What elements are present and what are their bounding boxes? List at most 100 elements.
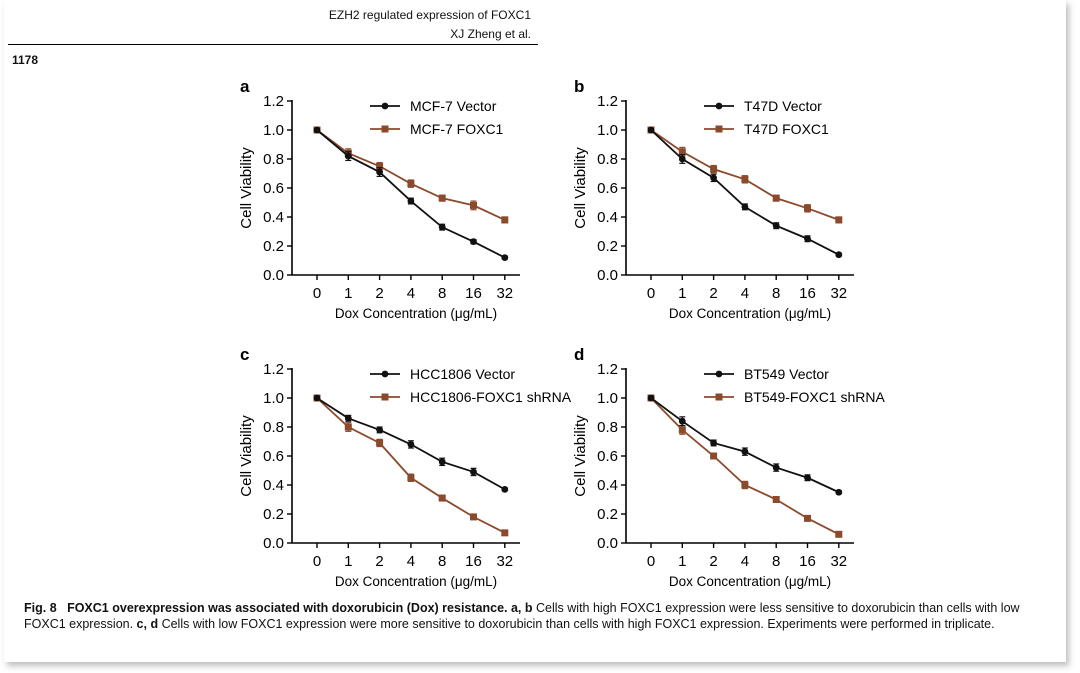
y-tick-label: 0.0	[597, 535, 618, 552]
x-tick-label: 0	[647, 553, 655, 570]
y-tick-label: 1.2	[263, 361, 284, 378]
legend-marker-treatment	[381, 125, 389, 133]
y-tick-label: 0.0	[597, 267, 618, 284]
data-point-vector	[313, 394, 321, 402]
document-page: EZH2 regulated expression of FOXC1 XJ Zh…	[4, 0, 1066, 662]
data-point-treatment	[678, 426, 686, 434]
caption-title: FOXC1 overexpression was associated with…	[67, 601, 508, 615]
legend-label-vector: BT549 Vector	[744, 366, 829, 382]
data-point-vector	[501, 485, 509, 493]
x-axis-label: Dox Concentration (μg/mL)	[335, 306, 497, 321]
chart-d: d 0.0 0.2 0.4 0.6 0.8 1.0 1.2 0 1 2 4 8 16 32 Dox Conce…	[572, 345, 885, 589]
x-tick-label: 1	[344, 285, 352, 302]
data-point-vector	[835, 251, 843, 259]
y-tick-label: 0.2	[597, 238, 618, 255]
y-tick-label: 0.8	[597, 419, 618, 436]
data-point-treatment	[678, 148, 686, 156]
data-point-vector	[741, 448, 749, 456]
x-tick-label: 16	[799, 553, 816, 570]
data-point-vector	[678, 155, 686, 163]
x-tick-label: 4	[741, 553, 749, 570]
y-tick-label: 1.0	[263, 390, 284, 407]
y-tick-label: 1.2	[597, 361, 618, 378]
data-point-vector	[772, 464, 780, 471]
data-point-treatment	[438, 194, 446, 202]
data-point-vector	[344, 152, 352, 160]
y-axis-label: Cell Viability	[238, 147, 255, 229]
figure-panel-a: a 0.0 0.2 0.4 0.6 0.8 1.0 1.2 0 1 2 4 8 16 32 Dox Conce…	[230, 72, 570, 322]
data-point-vector	[313, 126, 321, 134]
data-point-treatment	[344, 423, 352, 431]
y-tick-label: 0.8	[597, 151, 618, 168]
legend-label-vector: MCF-7 Vector	[410, 98, 497, 114]
y-tick-label: 0.6	[263, 448, 284, 465]
data-point-vector	[804, 474, 811, 482]
data-point-vector	[438, 458, 446, 466]
data-point-vector	[470, 238, 477, 246]
data-point-treatment	[376, 162, 384, 170]
data-point-vector	[710, 439, 717, 447]
y-axis-label: Cell Viability	[572, 415, 589, 497]
x-tick-label: 32	[496, 553, 513, 570]
x-tick-label: 0	[313, 285, 321, 302]
y-tick-label: 0.2	[263, 238, 284, 255]
y-tick-label: 0.6	[263, 180, 284, 197]
y-tick-label: 0.4	[597, 209, 618, 226]
data-point-treatment	[470, 513, 477, 521]
caption-part2-labels: c, d	[136, 617, 159, 631]
x-axis-label: Dox Concentration (μg/mL)	[669, 306, 831, 321]
x-tick-label: 0	[313, 553, 321, 570]
x-tick-label: 2	[709, 553, 717, 570]
y-tick-label: 0.4	[263, 209, 284, 226]
data-point-treatment	[407, 474, 415, 482]
data-point-treatment	[710, 452, 718, 460]
y-tick-label: 0.0	[263, 267, 284, 284]
y-tick-label: 1.0	[263, 122, 284, 139]
y-tick-label: 1.2	[263, 93, 284, 110]
legend-label-vector: HCC1806 Vector	[410, 366, 515, 382]
x-tick-label: 8	[772, 553, 780, 570]
y-tick-label: 1.2	[597, 93, 618, 110]
data-point-treatment	[772, 496, 780, 503]
y-tick-label: 0.8	[263, 419, 284, 436]
x-tick-label: 0	[647, 285, 655, 302]
y-axis-label: Cell Viability	[238, 415, 255, 497]
data-point-treatment	[407, 180, 415, 188]
chart-b: b 0.0 0.2 0.4 0.6 0.8 1.0 1.2 0 1 2 4 8 16 32 Dox Conce…	[572, 77, 854, 321]
x-tick-label: 2	[375, 285, 383, 302]
legend-label-treatment: T47D FOXC1	[744, 121, 829, 137]
legend-marker-vector	[715, 370, 723, 378]
running-title: EZH2 regulated expression of FOXC1	[328, 8, 531, 22]
x-tick-label: 4	[741, 285, 749, 302]
figure-panel-d: d 0.0 0.2 0.4 0.6 0.8 1.0 1.2 0 1 2 4 8 16 32 Dox Conce…	[564, 340, 904, 590]
data-point-treatment	[772, 194, 780, 202]
caption-fig-label: Fig. 8	[24, 601, 57, 615]
panel-letter: a	[240, 77, 250, 96]
y-tick-label: 0.6	[597, 448, 618, 465]
data-point-vector	[647, 126, 655, 134]
data-point-treatment	[741, 481, 749, 489]
chart-c: c 0.0 0.2 0.4 0.6 0.8 1.0 1.2 0 1 2 4 8 16 32 Dox Conce…	[238, 345, 572, 589]
x-tick-label: 2	[375, 553, 383, 570]
y-tick-label: 0.6	[597, 180, 618, 197]
data-point-vector	[407, 197, 415, 205]
data-point-treatment	[501, 529, 509, 537]
data-point-treatment	[804, 204, 811, 212]
caption-part1-text: Cells with high FOXC1 expression were le…	[24, 601, 1020, 631]
data-point-treatment	[835, 530, 843, 538]
x-tick-label: 4	[407, 285, 415, 302]
data-point-vector	[835, 488, 843, 496]
y-tick-label: 0.2	[263, 506, 284, 523]
x-tick-label: 32	[830, 553, 847, 570]
data-point-treatment	[835, 216, 843, 224]
x-tick-label: 1	[344, 553, 352, 570]
x-tick-label: 16	[799, 285, 816, 302]
data-point-vector	[647, 394, 655, 402]
data-point-treatment	[438, 494, 446, 502]
legend-label-treatment: MCF-7 FOXC1	[410, 121, 504, 137]
legend-marker-vector	[715, 102, 723, 110]
data-point-treatment	[710, 165, 718, 173]
data-point-vector	[678, 417, 686, 425]
data-point-vector	[376, 168, 383, 176]
data-point-vector	[501, 254, 509, 261]
